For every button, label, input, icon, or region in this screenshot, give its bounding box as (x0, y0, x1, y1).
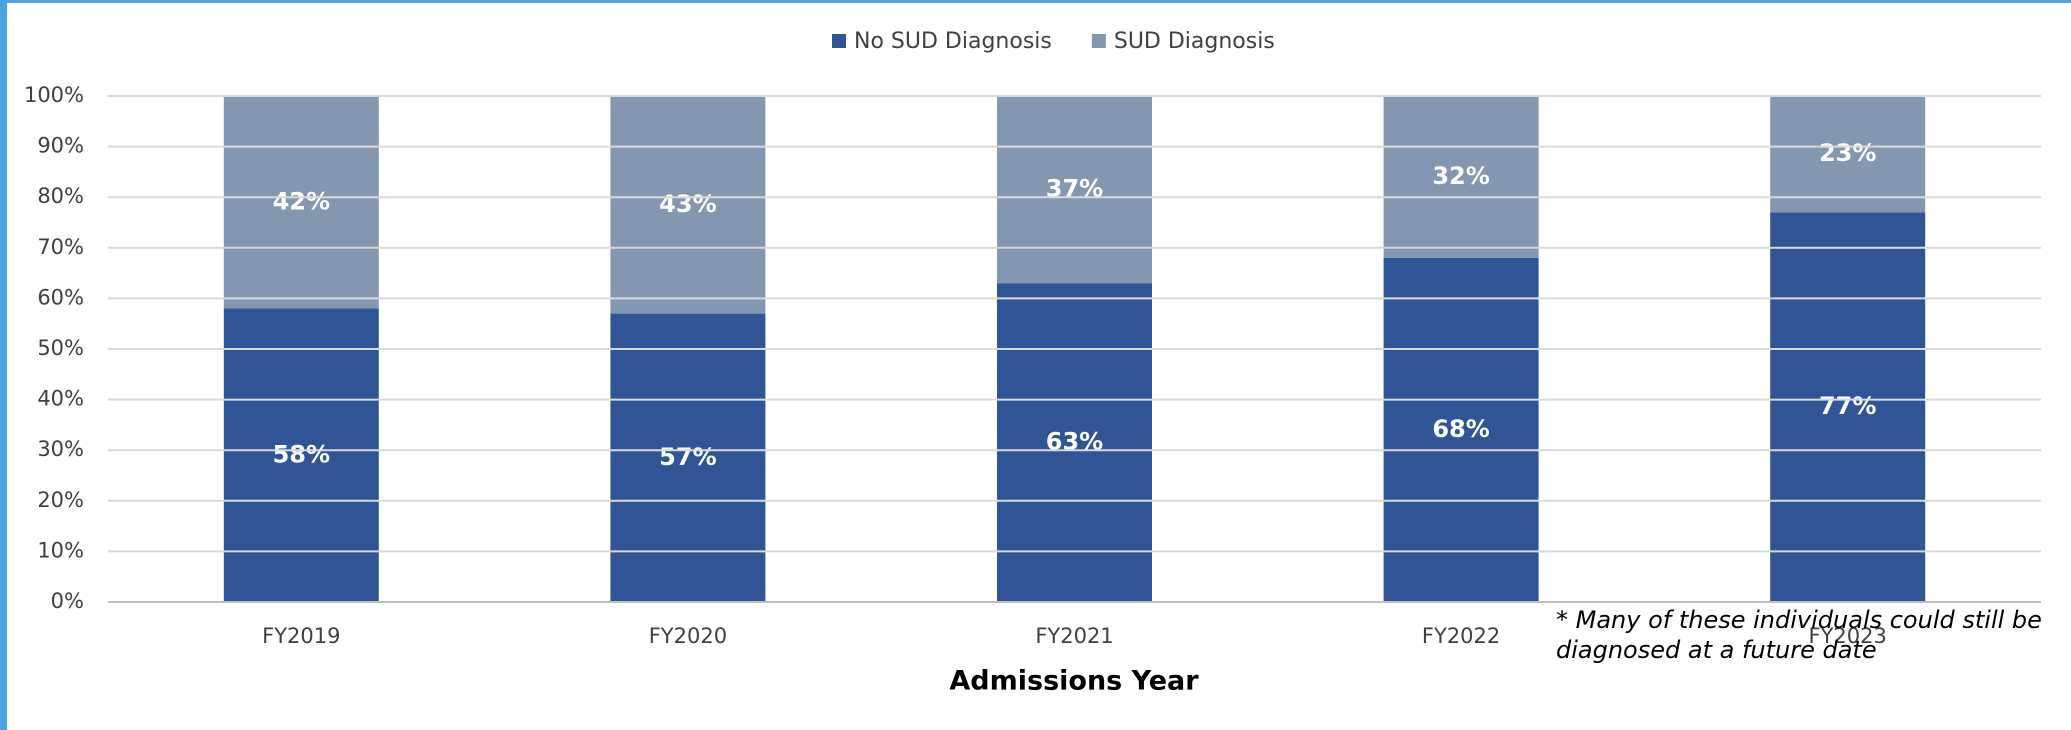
footnote: * Many of these individuals could still … (1556, 606, 2042, 634)
x-tick-label: FY2021 (1035, 624, 1113, 648)
bar-segment (1383, 257, 1539, 602)
data-label: 58% (273, 440, 330, 468)
bar-segment (610, 96, 766, 314)
y-tick-label: 10% (37, 538, 84, 562)
footnote: diagnosed at a future date (1556, 636, 1877, 664)
bar-segment (997, 283, 1152, 602)
legend-label: SUD Diagnosis (1114, 29, 1275, 54)
y-tick-label: 50% (37, 336, 84, 360)
x-tick-label: FY2020 (649, 624, 727, 648)
x-axis-title: Admissions Year (949, 666, 1199, 697)
frame-edge (0, 0, 7, 730)
data-label: 63% (1046, 428, 1103, 456)
y-tick-label: 0% (51, 589, 84, 613)
bar-segment (223, 96, 379, 309)
y-tick-label: 70% (37, 235, 84, 259)
bar-segment (223, 308, 379, 602)
legend-swatch (1091, 34, 1106, 48)
x-tick-label: FY2023 (1809, 624, 1887, 648)
data-label: 37% (1046, 175, 1103, 203)
data-label: 77% (1819, 392, 1876, 420)
y-tick-label: 40% (37, 387, 84, 411)
y-tick-label: 30% (37, 437, 84, 461)
y-tick-label: 60% (37, 285, 84, 309)
legend-label: No SUD Diagnosis (854, 29, 1052, 54)
legend-swatch (832, 34, 846, 48)
y-tick-label: 20% (37, 488, 84, 512)
bar-segment (1770, 212, 1926, 602)
y-tick-label: 80% (37, 184, 84, 208)
data-label: 42% (273, 187, 330, 215)
bar-segment (610, 313, 766, 602)
x-tick-label: FY2019 (262, 624, 340, 648)
data-label: 32% (1432, 162, 1489, 190)
x-tick-label: FY2022 (1422, 624, 1500, 648)
bar-segment (1770, 96, 1926, 213)
bar-segment (997, 96, 1152, 284)
data-label: 43% (659, 190, 716, 218)
data-label: 57% (659, 443, 716, 471)
frame-edge (0, 0, 2071, 3)
data-label: 23% (1819, 139, 1876, 167)
data-label: 68% (1432, 415, 1489, 443)
y-tick-label: 100% (24, 83, 84, 107)
y-tick-label: 90% (37, 134, 84, 158)
bar-segment (1383, 96, 1539, 258)
